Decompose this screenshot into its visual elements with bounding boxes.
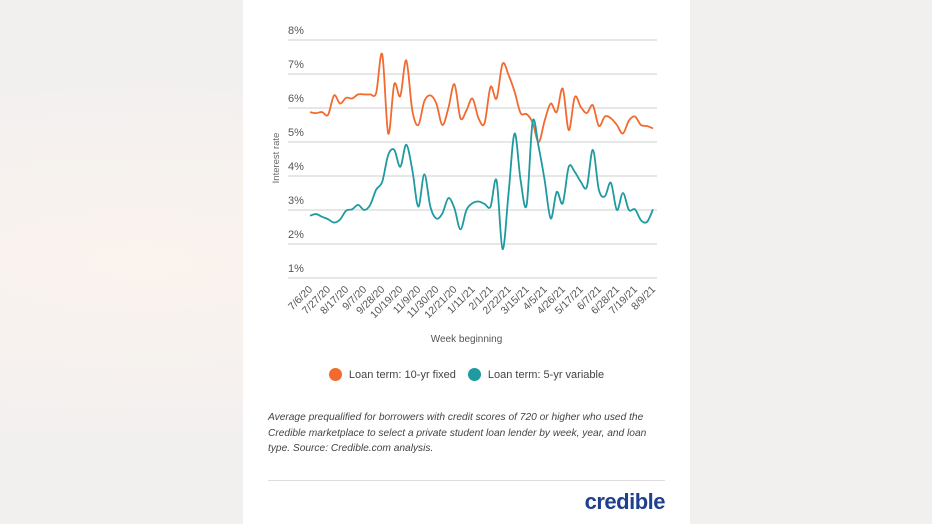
legend-item-10yr: Loan term: 10-yr fixed bbox=[328, 368, 456, 381]
series-line-5yr-variable bbox=[309, 118, 654, 251]
legend-label: Loan term: 5-yr variable bbox=[487, 368, 605, 381]
divider bbox=[268, 480, 665, 481]
y-tick-label: 1% bbox=[288, 263, 304, 275]
y-tick-label: 5% bbox=[288, 127, 304, 139]
legend-item-5yr: Loan term: 5-yr variable bbox=[467, 368, 605, 381]
credible-logo: credible bbox=[584, 489, 666, 514]
y-tick-label: 8% bbox=[288, 25, 304, 37]
legend-label: Loan term: 10-yr fixed bbox=[348, 368, 456, 381]
y-axis-label: Interest rate bbox=[271, 132, 282, 184]
y-tick-label: 3% bbox=[288, 195, 304, 207]
y-tick-label: 7% bbox=[288, 59, 304, 71]
legend-dot-orange bbox=[328, 368, 342, 381]
legend: Loan term: 10-yr fixed Loan term: 5-yr v… bbox=[243, 368, 690, 381]
y-tick-label: 6% bbox=[288, 93, 304, 105]
y-tick-label: 2% bbox=[288, 229, 304, 241]
y-tick-label: 4% bbox=[288, 161, 304, 173]
legend-dot-teal bbox=[467, 368, 481, 381]
series-line-10yr-fixed bbox=[309, 52, 654, 143]
x-axis-label: Week beginning bbox=[430, 334, 503, 345]
chart-caption: Average prequalified for borrowers with … bbox=[268, 412, 647, 454]
chart-card bbox=[243, 0, 690, 524]
